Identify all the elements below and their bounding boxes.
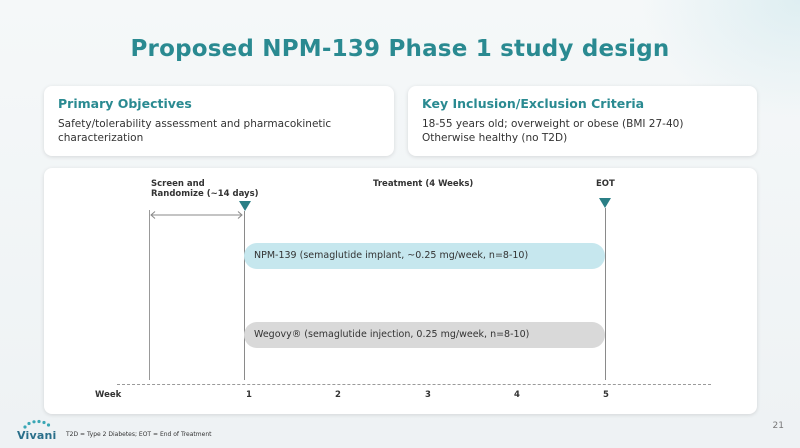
primary-objectives-card: Primary Objectives Safety/tolerability a… [44, 86, 394, 156]
primary-objectives-body: Safety/tolerability assessment and pharm… [58, 117, 382, 145]
study-timeline-card [44, 168, 757, 414]
week1-line [244, 211, 245, 380]
screen-randomize-label: Screen and Randomize (~14 days) [151, 179, 259, 199]
inclusion-criteria-body: 18-55 years old; overweight or obese (BM… [422, 117, 745, 145]
screen-label-line1: Screen and [151, 179, 205, 189]
inclusion-criteria-card: Key Inclusion/Exclusion Criteria 18-55 y… [408, 86, 757, 156]
randomize-marker-icon [239, 201, 251, 211]
week-tick: 5 [603, 390, 609, 400]
screening-period-arrow-icon [150, 211, 243, 219]
page-title: Proposed NPM-139 Phase 1 study design [130, 36, 670, 62]
page-number: 21 [772, 421, 784, 431]
vivani-logo-icon [23, 419, 51, 429]
week-tick: 2 [335, 390, 341, 400]
week5-line [605, 208, 606, 380]
eot-label: EOT [596, 179, 615, 189]
primary-objectives-title: Primary Objectives [58, 96, 192, 111]
wegovy-arm-bar: Wegovy® (semaglutide injection, 0.25 mg/… [244, 322, 605, 348]
inclusion-criteria-title: Key Inclusion/Exclusion Criteria [422, 96, 645, 111]
primary-objectives-line1: Safety/tolerability assessment and pharm… [58, 118, 332, 130]
screen-start-line [149, 210, 150, 380]
primary-objectives-line2: characterization [58, 132, 144, 144]
week-axis-label: Week [95, 390, 122, 400]
treatment-label: Treatment (4 Weeks) [373, 179, 474, 189]
week-tick: 3 [425, 390, 431, 400]
week-tick: 4 [514, 390, 520, 400]
npm139-arm-bar: NPM-139 (semaglutide implant, ~0.25 mg/w… [244, 243, 605, 269]
week-axis-line [117, 384, 711, 385]
footnote: T2D = Type 2 Diabetes; EOT = End of Trea… [66, 431, 212, 438]
eot-marker-icon [599, 198, 611, 208]
inclusion-criteria-line1: 18-55 years old; overweight or obese (BM… [422, 118, 684, 130]
week-tick: 1 [246, 390, 252, 400]
screen-label-line2: Randomize (~14 days) [151, 189, 259, 199]
inclusion-criteria-line2: Otherwise healthy (no T2D) [422, 132, 568, 144]
vivani-logo-text: Vivani [17, 429, 57, 442]
